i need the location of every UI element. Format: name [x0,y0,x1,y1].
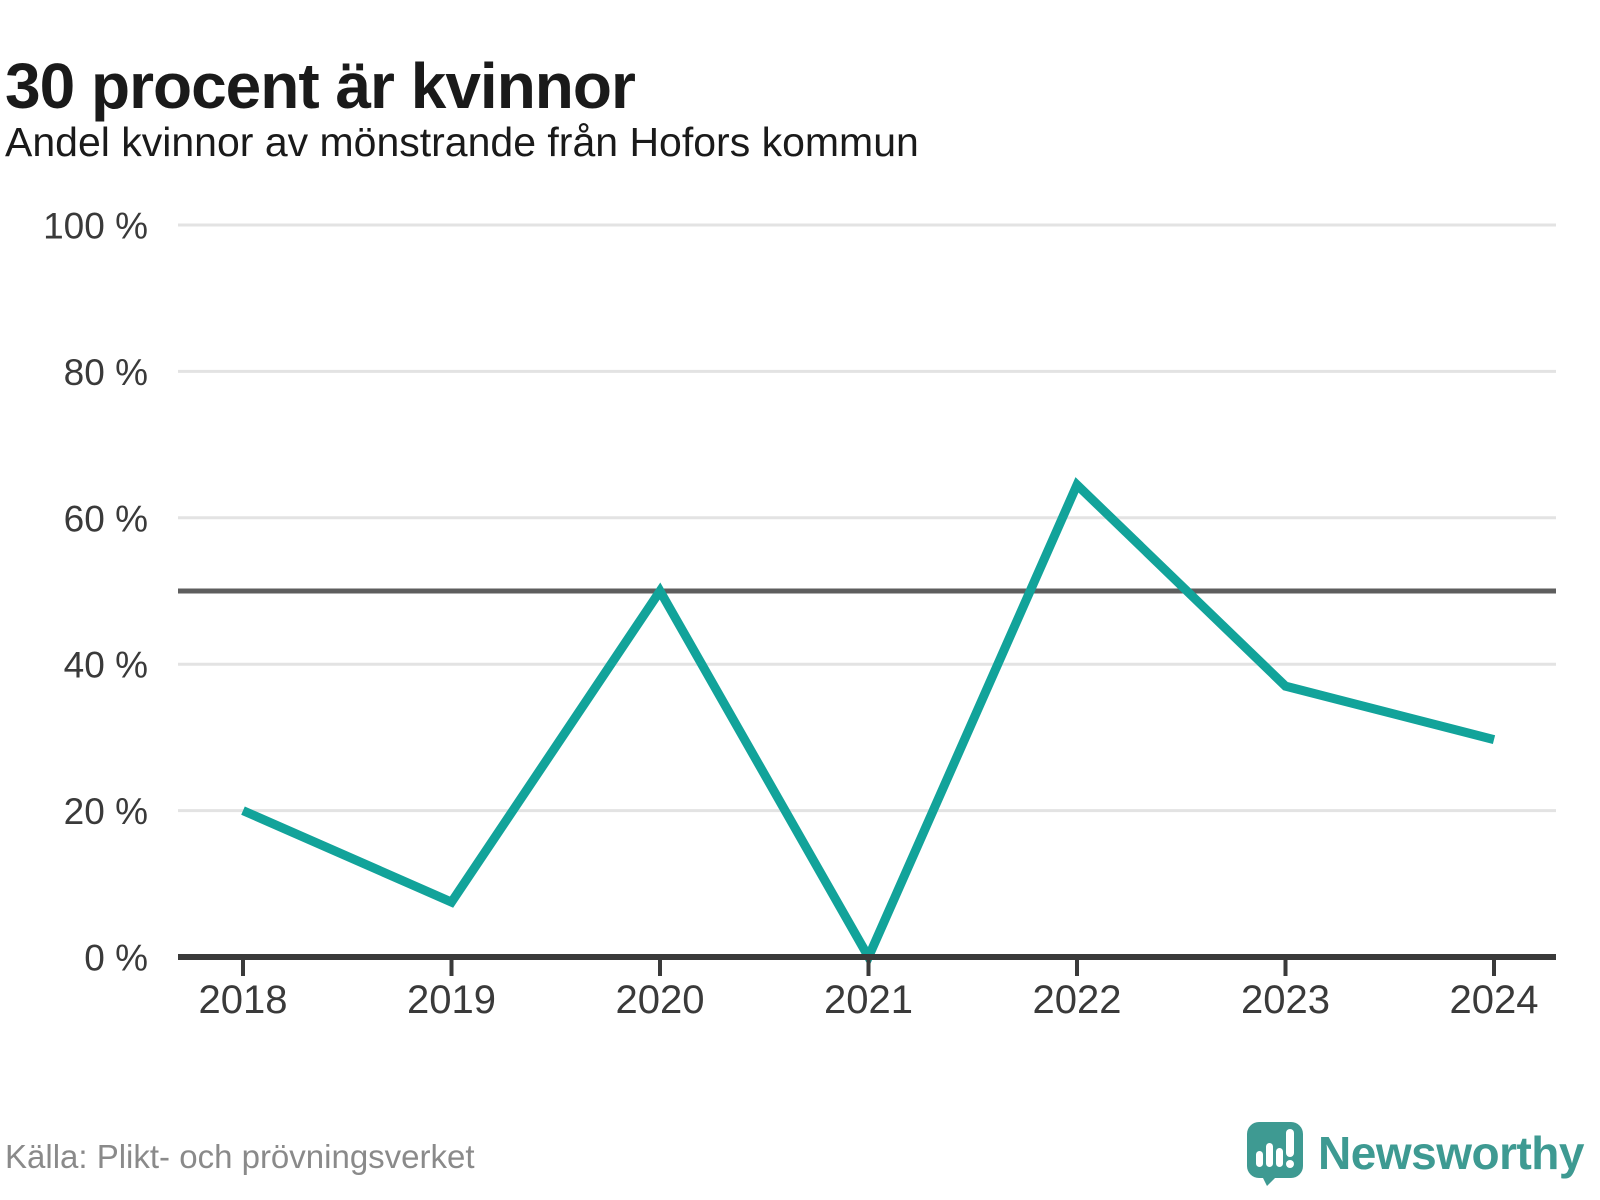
x-axis-tick-label: 2018 [199,978,288,1022]
data-line-andel-kvinnor [241,477,1496,967]
x-axis-tick-label: 2019 [407,978,496,1022]
x-axis-tick-label: 2024 [1450,978,1539,1022]
y-axis-tick-label: 40 % [64,645,148,686]
newsworthy-speech-bubble-chart-icon [1245,1120,1305,1186]
x-axis-tick-label: 2021 [824,978,913,1022]
x-axis-tick-label: 2022 [1033,978,1122,1022]
line-chart: 0 % 20 % 40 % 60 % 80 % 100 % 2018 2019 2020 2021… [43,206,1556,1022]
chart-subtitle: Andel kvinnor av mönstrande från Hofors … [5,119,919,165]
y-axis-tick-label: 0 % [84,938,148,979]
source-note: Källa: Plikt- och prövningsverket [5,1138,475,1175]
x-axis-tick-label: 2023 [1241,978,1330,1022]
y-axis-tick-label: 80 % [64,352,148,393]
y-axis-tick-label: 20 % [64,791,148,832]
x-axis-tick-label: 2020 [616,978,705,1022]
newsworthy-brand-text: Newsworthy [1318,1127,1584,1179]
y-axis-tick-label: 100 % [43,206,148,247]
page-title: 30 procent är kvinnor [5,49,636,122]
y-axis-tick-label: 60 % [64,498,148,539]
newsworthy-logo: Newsworthy [1245,1120,1584,1186]
